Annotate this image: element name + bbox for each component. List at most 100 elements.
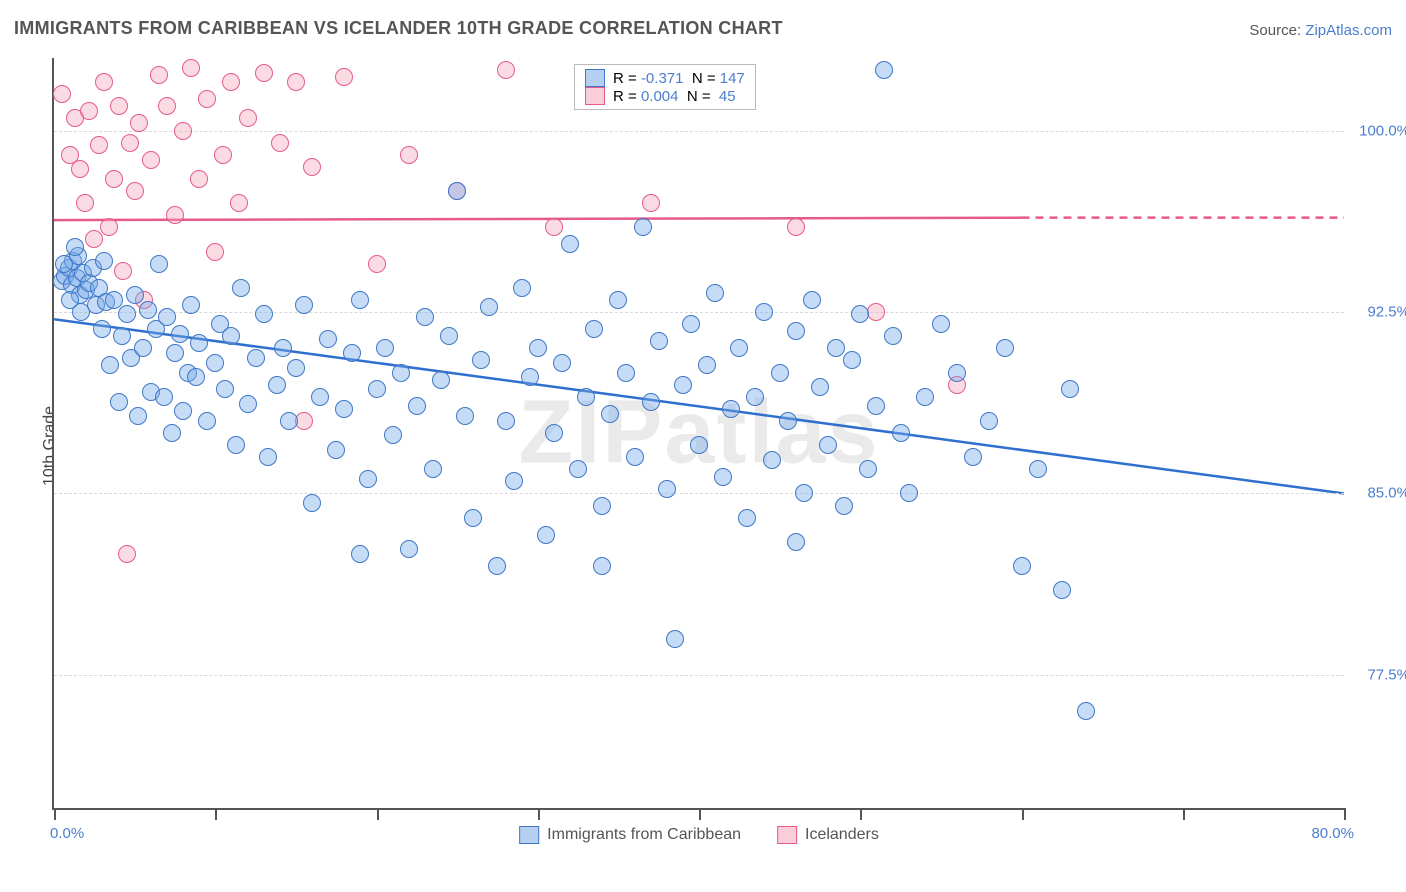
data-point: [916, 388, 934, 406]
data-point: [698, 356, 716, 374]
data-point: [811, 378, 829, 396]
data-point: [368, 380, 386, 398]
data-point: [287, 359, 305, 377]
data-point: [980, 412, 998, 430]
data-point: [932, 315, 950, 333]
data-point: [359, 470, 377, 488]
data-point: [617, 364, 635, 382]
data-point: [158, 97, 176, 115]
data-point: [432, 371, 450, 389]
data-point: [121, 134, 139, 152]
data-point: [561, 235, 579, 253]
data-point: [859, 460, 877, 478]
data-point: [892, 424, 910, 442]
data-point: [166, 206, 184, 224]
data-point: [118, 545, 136, 563]
data-point: [142, 151, 160, 169]
data-point: [274, 339, 292, 357]
y-tick-label: 92.5%: [1367, 304, 1406, 321]
data-point: [80, 102, 98, 120]
data-point: [351, 291, 369, 309]
data-point: [230, 194, 248, 212]
data-point: [303, 494, 321, 512]
data-point: [416, 308, 434, 326]
data-point: [222, 73, 240, 91]
x-tick: [1344, 808, 1346, 820]
y-tick-label: 100.0%: [1359, 122, 1406, 139]
data-point: [190, 170, 208, 188]
data-point: [214, 146, 232, 164]
gridline: [54, 131, 1344, 132]
data-point: [126, 182, 144, 200]
x-min-label: 0.0%: [50, 825, 84, 842]
data-point: [787, 533, 805, 551]
data-point: [255, 305, 273, 323]
data-point: [287, 73, 305, 91]
y-tick-label: 85.0%: [1367, 485, 1406, 502]
data-point: [787, 218, 805, 236]
data-point: [706, 284, 724, 302]
legend-item-caribbean: Immigrants from Caribbean: [519, 826, 741, 844]
data-point: [585, 320, 603, 338]
data-point: [206, 243, 224, 261]
legend-item-icelanders: Icelanders: [777, 826, 879, 844]
data-point: [593, 557, 611, 575]
data-point: [803, 291, 821, 309]
data-point: [722, 400, 740, 418]
data-point: [76, 194, 94, 212]
data-point: [174, 402, 192, 420]
swatch-icon: [519, 826, 539, 844]
data-point: [996, 339, 1014, 357]
data-point: [239, 109, 257, 127]
data-point: [867, 303, 885, 321]
data-point: [1077, 702, 1095, 720]
data-point: [787, 322, 805, 340]
source-prefix: Source:: [1249, 22, 1305, 39]
data-point: [95, 73, 113, 91]
y-tick-label: 77.5%: [1367, 666, 1406, 683]
chart-title: IMMIGRANTS FROM CARIBBEAN VS ICELANDER 1…: [14, 18, 783, 39]
data-point: [93, 320, 111, 338]
data-point: [843, 351, 861, 369]
data-point: [658, 480, 676, 498]
x-max-label: 80.0%: [1311, 825, 1354, 842]
data-point: [553, 354, 571, 372]
swatch-icon: [777, 826, 797, 844]
data-point: [335, 68, 353, 86]
data-point: [593, 497, 611, 515]
data-point: [319, 330, 337, 348]
legend-row-pink: R = 0.004 N = 45: [585, 87, 745, 105]
data-point: [488, 557, 506, 575]
data-point: [440, 327, 458, 345]
data-point: [85, 230, 103, 248]
data-point: [505, 472, 523, 490]
data-point: [110, 97, 128, 115]
data-point: [755, 303, 773, 321]
data-point: [158, 308, 176, 326]
data-point: [448, 182, 466, 200]
data-point: [163, 424, 181, 442]
data-point: [232, 279, 250, 297]
data-point: [851, 305, 869, 323]
data-point: [867, 397, 885, 415]
legend-r-blue: R = -0.371 N = 147: [613, 70, 745, 87]
data-point: [55, 255, 73, 273]
data-point: [198, 412, 216, 430]
data-point: [650, 332, 668, 350]
data-point: [666, 630, 684, 648]
data-point: [464, 509, 482, 527]
data-point: [114, 262, 132, 280]
data-point: [875, 61, 893, 79]
data-point: [521, 368, 539, 386]
data-point: [682, 315, 700, 333]
data-point: [819, 436, 837, 454]
source-link[interactable]: ZipAtlas.com: [1305, 22, 1392, 39]
gridline: [54, 312, 1344, 313]
data-point: [271, 134, 289, 152]
data-point: [255, 64, 273, 82]
trend-lines-svg: [54, 58, 1344, 808]
data-point: [239, 395, 257, 413]
data-point: [190, 334, 208, 352]
data-point: [779, 412, 797, 430]
data-point: [746, 388, 764, 406]
